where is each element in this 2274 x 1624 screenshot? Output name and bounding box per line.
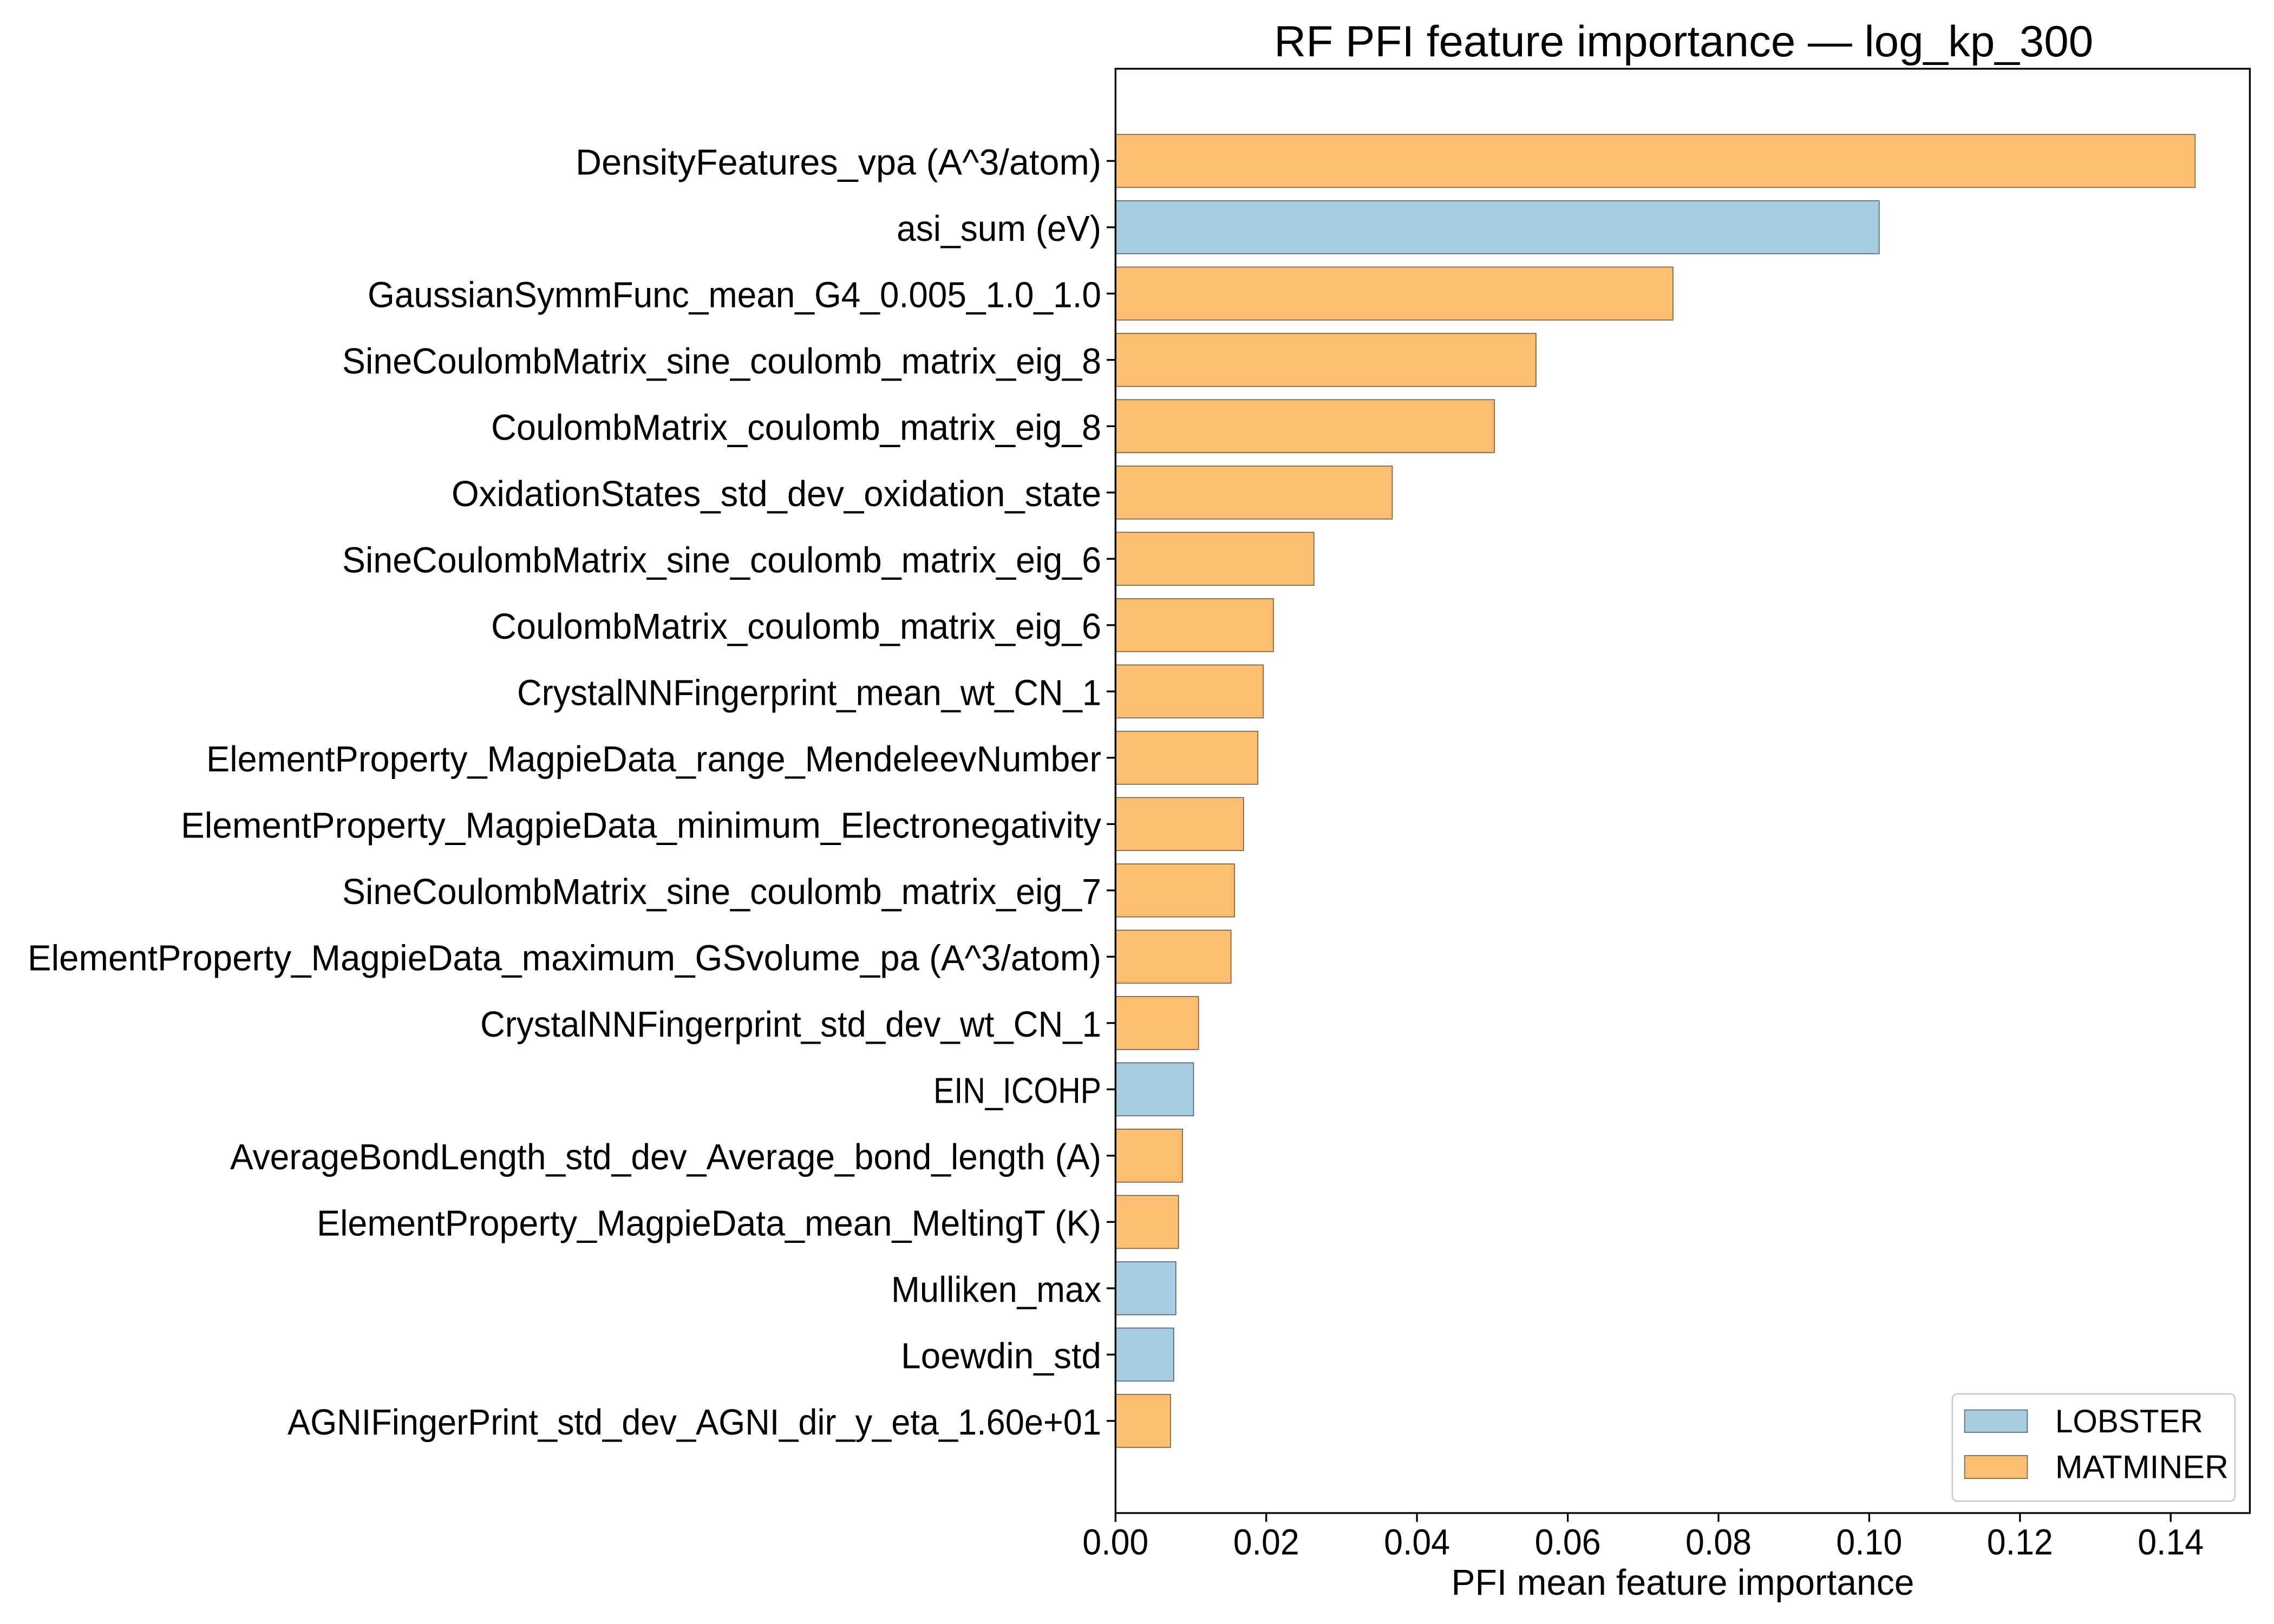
svg-text:asi_sum (eV): asi_sum (eV) [897,208,1101,249]
svg-text:0.06: 0.06 [1535,1522,1601,1563]
svg-text:DensityFeatures_vpa (A^3/atom): DensityFeatures_vpa (A^3/atom) [576,142,1101,182]
svg-text:ElementProperty_MagpieData_max: ElementProperty_MagpieData_maximum_GSvol… [28,938,1101,978]
svg-text:0.02: 0.02 [1233,1522,1299,1563]
svg-text:ElementProperty_MagpieData_ran: ElementProperty_MagpieData_range_Mendele… [206,739,1101,780]
svg-text:CoulombMatrix_coulomb_matrix_e: CoulombMatrix_coulomb_matrix_eig_6 [491,606,1101,647]
svg-text:OxidationStates_std_dev_oxidat: OxidationStates_std_dev_oxidation_state [452,474,1101,514]
svg-text:ElementProperty_MagpieData_mea: ElementProperty_MagpieData_mean_MeltingT… [317,1203,1101,1243]
svg-text:0.08: 0.08 [1685,1522,1752,1563]
svg-text:CrystalNNFingerprint_mean_wt_C: CrystalNNFingerprint_mean_wt_CN_1 [517,672,1101,713]
svg-text:Loewdin_std: Loewdin_std [901,1335,1101,1376]
svg-text:MATMINER: MATMINER [2055,1449,2229,1485]
svg-text:PFI mean feature importance: PFI mean feature importance [1452,1562,1914,1603]
svg-text:SineCoulombMatrix_sine_coulomb: SineCoulombMatrix_sine_coulomb_matrix_ei… [342,540,1101,580]
svg-text:0.00: 0.00 [1082,1522,1148,1563]
svg-text:AGNIFingerPrint_std_dev_AGNI_d: AGNIFingerPrint_std_dev_AGNI_dir_y_eta_1… [287,1402,1101,1443]
svg-text:RF PFI feature importance — lo: RF PFI feature importance — log_kp_300 [1274,17,2093,66]
svg-text:CrystalNNFingerprint_std_dev_w: CrystalNNFingerprint_std_dev_wt_CN_1 [480,1004,1101,1045]
svg-text:0.12: 0.12 [1987,1522,2053,1563]
svg-text:AverageBondLength_std_dev_Aver: AverageBondLength_std_dev_Average_bond_l… [230,1137,1101,1177]
svg-text:SineCoulombMatrix_sine_coulomb: SineCoulombMatrix_sine_coulomb_matrix_ei… [342,341,1101,382]
svg-text:Mulliken_max: Mulliken_max [891,1269,1101,1310]
svg-text:ElementProperty_MagpieData_min: ElementProperty_MagpieData_minimum_Elect… [181,805,1101,846]
svg-text:EIN_ICOHP: EIN_ICOHP [933,1070,1101,1111]
svg-text:SineCoulombMatrix_sine_coulomb: SineCoulombMatrix_sine_coulomb_matrix_ei… [342,872,1101,912]
svg-text:LOBSTER: LOBSTER [2055,1403,2203,1439]
svg-text:0.10: 0.10 [1836,1522,1902,1563]
svg-text:GaussianSymmFunc_mean_G4_0.005: GaussianSymmFunc_mean_G4_0.005_1.0_1.0 [368,274,1101,315]
svg-text:0.14: 0.14 [2138,1522,2204,1563]
svg-text:CoulombMatrix_coulomb_matrix_e: CoulombMatrix_coulomb_matrix_eig_8 [491,407,1101,448]
svg-text:0.04: 0.04 [1384,1522,1450,1563]
